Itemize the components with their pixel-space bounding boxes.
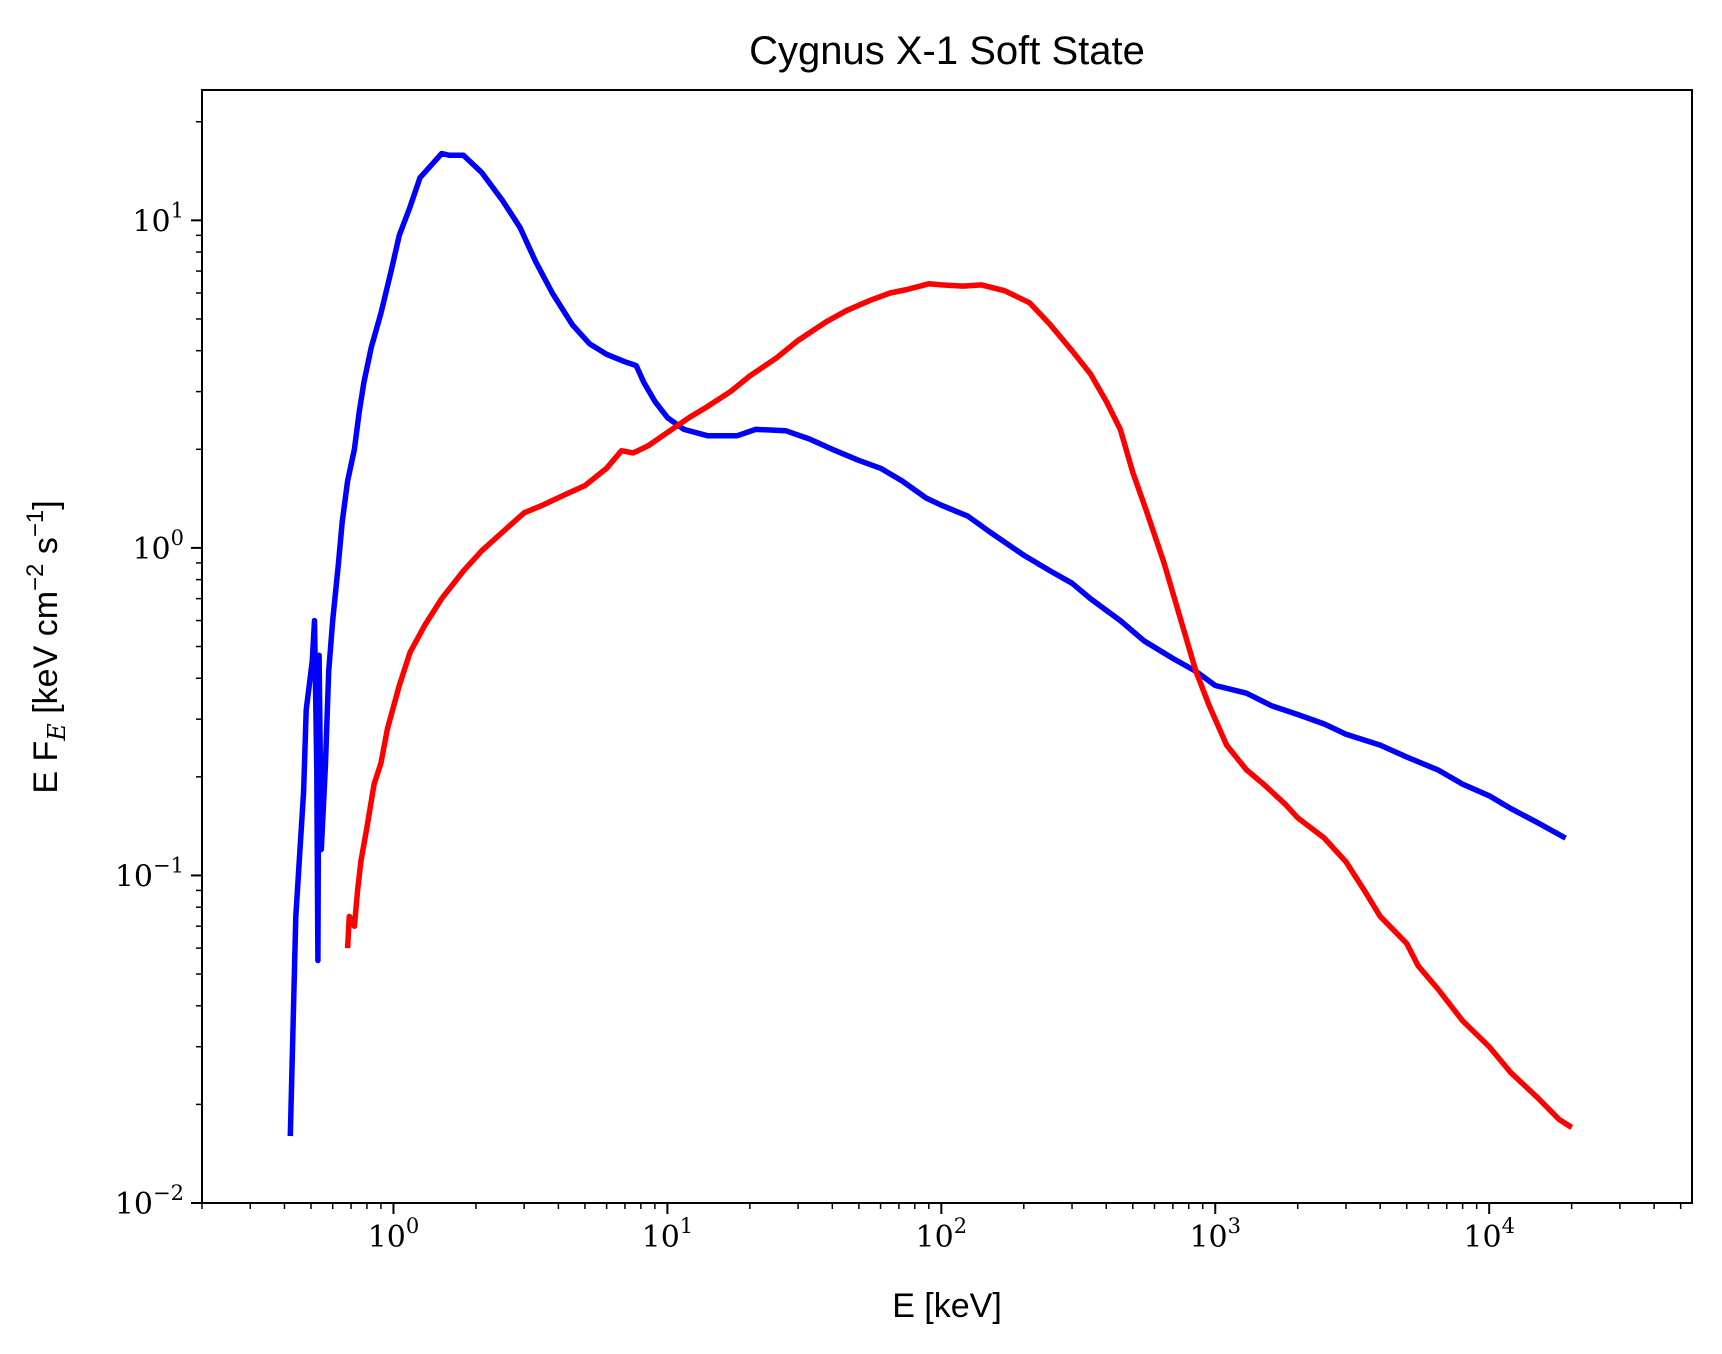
y-tick-label: 100 — [132, 526, 184, 567]
y-label-exp2: −1 — [22, 510, 49, 537]
x-tick-exp: 3 — [1228, 1214, 1241, 1238]
chart-title: Cygnus X-1 Soft State — [749, 29, 1145, 73]
y-tick-exp: 1 — [171, 198, 184, 222]
y-label-main: E F — [27, 741, 65, 794]
series-line-2 — [344, 281, 1574, 1130]
y-tick-exp: −1 — [153, 853, 184, 877]
y-label-mid: s — [27, 537, 65, 563]
x-tick-label: 101 — [642, 1214, 694, 1255]
x-tick-label: 103 — [1189, 1214, 1241, 1255]
y-tick-base: 10 — [132, 532, 170, 567]
series-line-1 — [287, 150, 1567, 1137]
y-tick-base: 10 — [132, 204, 170, 239]
y-tick-label: 10−1 — [115, 853, 184, 894]
x-tick-label: 104 — [1463, 1214, 1515, 1255]
plot-frame — [201, 89, 1693, 1204]
y-tick-exp: 0 — [171, 526, 184, 550]
y-label-exp1: −2 — [22, 564, 49, 591]
x-axis: 100 101 102 103 104 — [201, 1203, 1682, 1255]
y-tick-exp: −2 — [153, 1181, 184, 1205]
x-axis-label: E [keV] — [892, 1287, 1002, 1325]
x-tick-base: 10 — [1189, 1220, 1227, 1255]
y-tick-label: 10−2 — [115, 1181, 184, 1222]
x-tick-base: 10 — [916, 1220, 954, 1255]
y-label-subscript: E — [43, 723, 71, 742]
x-tick-base: 10 — [642, 1220, 680, 1255]
x-tick-label: 102 — [916, 1214, 968, 1255]
y-label-space — [27, 714, 65, 723]
y-tick-label: 101 — [132, 198, 184, 239]
y-tick-base: 10 — [115, 1187, 153, 1222]
x-tick-exp: 2 — [954, 1214, 967, 1238]
series-layer — [287, 150, 1574, 1137]
x-tick-exp: 0 — [406, 1214, 419, 1238]
y-label-end: ] — [27, 500, 65, 509]
y-axis-label: E FE [keV cm−2 s−1] — [22, 500, 71, 793]
x-tick-label: 100 — [368, 1214, 420, 1255]
x-tick-base: 10 — [1463, 1220, 1501, 1255]
y-label-units: [keV cm — [27, 591, 65, 714]
x-tick-exp: 4 — [1502, 1214, 1515, 1238]
x-tick-exp: 1 — [680, 1214, 693, 1238]
x-tick-base: 10 — [368, 1220, 406, 1255]
y-tick-base: 10 — [115, 859, 153, 894]
